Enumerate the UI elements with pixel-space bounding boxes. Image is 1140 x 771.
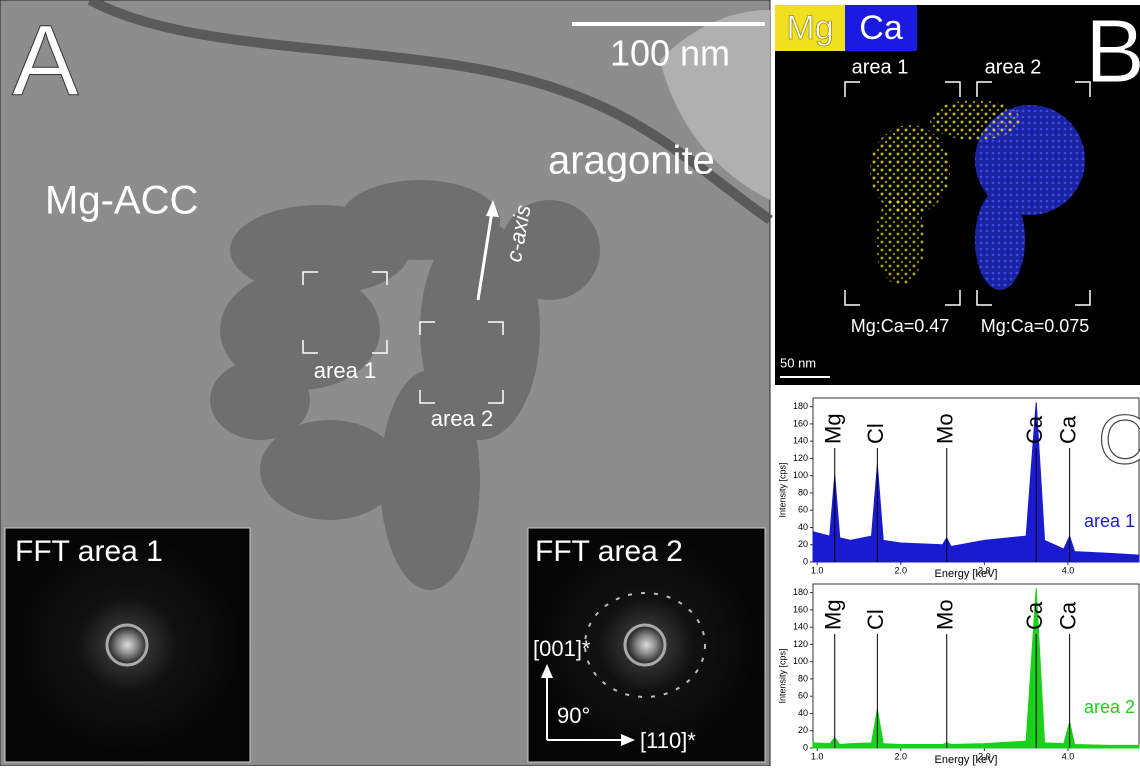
legend-label: area 2 xyxy=(1084,697,1135,717)
fft-title: FFT area 2 xyxy=(535,535,683,568)
area-label: area 2 xyxy=(431,406,493,431)
y-tick-label: 120 xyxy=(793,453,808,463)
y-tick-label: 40 xyxy=(798,708,808,718)
element-label: Ca xyxy=(1055,415,1080,444)
x-axis-label: Energy [keV] xyxy=(935,754,998,766)
element-label: Cl xyxy=(863,423,888,444)
y-tick-label: 160 xyxy=(793,604,808,614)
element-label: Ca xyxy=(1055,601,1080,630)
scale-label: 100 nm xyxy=(610,33,730,74)
y-tick-label: 140 xyxy=(793,622,808,632)
ratio-label: Mg:Ca=0.075 xyxy=(981,316,1090,336)
y-tick-label: 60 xyxy=(798,691,808,701)
x-tick-label: 1.0 xyxy=(811,751,824,761)
mg-acc-label: Mg-ACC xyxy=(45,179,198,223)
y-tick-label: 120 xyxy=(793,639,808,649)
y-tick-label: 20 xyxy=(798,725,808,735)
panel-label: A xyxy=(12,4,79,116)
mg-region xyxy=(875,195,925,285)
legend-label: Ca xyxy=(859,9,903,47)
y-tick-label: 180 xyxy=(793,587,808,597)
panel-label: B xyxy=(1085,2,1140,102)
legend-label: area 1 xyxy=(1084,511,1135,531)
x-tick-label: 2.0 xyxy=(895,751,908,761)
area-label: area 1 xyxy=(314,358,376,383)
y-axis-label: Intensity [cps] xyxy=(777,648,787,703)
ca-region xyxy=(975,190,1025,290)
x-tick-label: 4.0 xyxy=(1062,751,1075,761)
y-tick-label: 0 xyxy=(803,742,808,752)
x-tick-label: 2.0 xyxy=(895,565,908,575)
legend-label: Mg xyxy=(786,9,833,47)
y-tick-label: 0 xyxy=(803,556,808,566)
y-tick-label: 40 xyxy=(798,522,808,532)
x-axis-label: Energy [keV] xyxy=(935,568,998,580)
y-tick-label: 20 xyxy=(798,539,808,549)
y-tick-label: 140 xyxy=(793,436,808,446)
y-axis-label: Intensity [cps] xyxy=(777,462,787,517)
panel-label: C xyxy=(1098,400,1140,478)
angle-label: 90° xyxy=(557,703,590,728)
element-label: Cl xyxy=(863,609,888,630)
y-tick-label: 80 xyxy=(798,673,808,683)
panel-a: 100 nm A Mg-ACC aragonite c-axis area 1 … xyxy=(0,0,770,766)
element-label: Ca xyxy=(1022,415,1047,444)
scale-label: 50 nm xyxy=(780,355,816,370)
area-label: area 1 xyxy=(852,56,909,78)
direction-label: [001]* xyxy=(533,636,591,661)
element-label: Mg xyxy=(821,413,846,444)
x-tick-label: 4.0 xyxy=(1062,565,1075,575)
element-label: Ca xyxy=(1022,601,1047,630)
element-label: Mo xyxy=(933,599,958,630)
x-tick-label: 1.0 xyxy=(811,565,824,575)
mg-region xyxy=(930,100,1020,140)
element-label: Mo xyxy=(933,413,958,444)
direction-label: [110]* xyxy=(640,728,696,753)
element-label: Mg xyxy=(821,599,846,630)
figure: 100 nm A Mg-ACC aragonite c-axis area 1 … xyxy=(0,0,1140,766)
y-tick-label: 60 xyxy=(798,505,808,515)
y-tick-label: 180 xyxy=(793,401,808,411)
y-tick-label: 100 xyxy=(793,470,808,480)
y-tick-label: 100 xyxy=(793,656,808,666)
fft-title: FFT area 1 xyxy=(15,535,163,568)
panel-b: Mg Ca B area 1 area 2 Mg:Ca=0.47 Mg:Ca=0… xyxy=(775,2,1140,385)
aragonite-label: aragonite xyxy=(548,139,715,183)
y-tick-label: 160 xyxy=(793,418,808,428)
area-label: area 2 xyxy=(985,56,1042,78)
y-tick-label: 80 xyxy=(798,487,808,497)
ratio-label: Mg:Ca=0.47 xyxy=(851,316,950,336)
